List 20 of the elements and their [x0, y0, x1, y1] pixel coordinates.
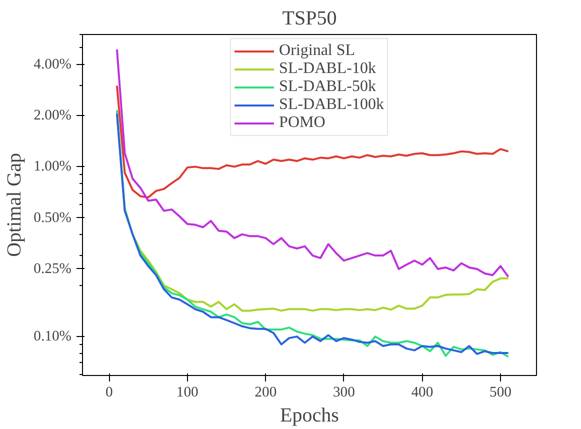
- x-tick-label: 0: [105, 384, 113, 400]
- y-tick-label: 0.25%: [34, 260, 72, 277]
- y-axis-title: Optimal Gap: [4, 153, 26, 257]
- x-tick-label: 400: [411, 384, 434, 400]
- x-tick-label: 200: [254, 384, 277, 400]
- y-tick-label: 2.00%: [34, 108, 72, 124]
- x-tick-label: 100: [176, 384, 198, 400]
- legend-label: POMO: [279, 114, 326, 132]
- y-tick-label: 1.00%: [34, 158, 72, 175]
- y-tick-label: 0.10%: [34, 328, 72, 345]
- chart-title: TSP50: [282, 8, 337, 30]
- y-tick-label: 4.00%: [34, 56, 72, 72]
- legend-label: SL-DABL-10k: [279, 60, 376, 78]
- y-tick-label: 0.50%: [34, 210, 72, 226]
- legend-label: SL-DABL-50k: [279, 78, 376, 96]
- legend-label: Original SL: [279, 42, 356, 60]
- x-tick-label: 500: [490, 384, 512, 400]
- legend-label: SL-DABL-100k: [279, 96, 384, 114]
- x-axis-title: Epochs: [280, 404, 340, 426]
- x-tick-label: 300: [332, 384, 355, 400]
